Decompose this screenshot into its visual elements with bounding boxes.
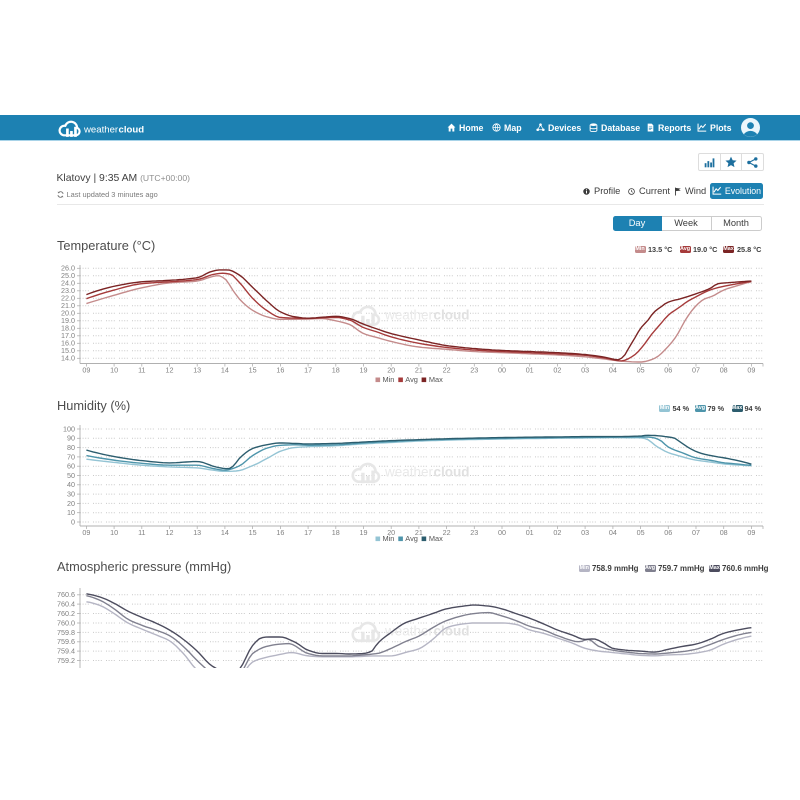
svg-text:25.0: 25.0 xyxy=(61,271,75,280)
svg-text:26.0: 26.0 xyxy=(61,264,75,273)
svg-text:02: 02 xyxy=(553,528,561,537)
svg-text:13: 13 xyxy=(193,528,201,537)
svg-text:15.0: 15.0 xyxy=(61,346,75,355)
svg-text:02: 02 xyxy=(553,366,561,375)
svg-text:23: 23 xyxy=(470,366,478,375)
svg-text:760.2: 760.2 xyxy=(57,609,75,618)
svg-text:759.8: 759.8 xyxy=(57,628,75,637)
svg-text:22: 22 xyxy=(443,528,451,537)
svg-text:22.0: 22.0 xyxy=(61,294,75,303)
svg-text:Max: Max xyxy=(429,375,443,384)
svg-text:cloud: cloud xyxy=(119,124,145,135)
svg-text:12: 12 xyxy=(166,528,174,537)
svg-text:17: 17 xyxy=(304,366,312,375)
svg-text:21: 21 xyxy=(415,366,423,375)
svg-text:11: 11 xyxy=(138,528,145,537)
svg-text:13: 13 xyxy=(193,366,201,375)
svg-text:10: 10 xyxy=(67,508,75,517)
svg-text:18.0: 18.0 xyxy=(61,324,75,333)
svg-text:90: 90 xyxy=(67,434,75,443)
svg-text:Min: Min xyxy=(383,534,395,543)
svg-text:03: 03 xyxy=(581,528,589,537)
svg-text:cloud: cloud xyxy=(434,624,470,639)
svg-text:40: 40 xyxy=(67,480,75,489)
svg-text:16.0: 16.0 xyxy=(61,339,75,348)
svg-text:24.0: 24.0 xyxy=(61,279,75,288)
svg-text:Min: Min xyxy=(383,375,395,384)
svg-text:cloud: cloud xyxy=(434,308,470,323)
svg-text:21.0: 21.0 xyxy=(61,301,75,310)
svg-text:21: 21 xyxy=(415,528,423,537)
svg-text:08: 08 xyxy=(720,366,728,375)
svg-text:01: 01 xyxy=(526,366,534,375)
svg-text:60: 60 xyxy=(67,462,75,471)
svg-text:01: 01 xyxy=(526,528,534,537)
svg-text:cloud: cloud xyxy=(434,465,470,480)
svg-text:50: 50 xyxy=(67,471,75,480)
svg-text:16: 16 xyxy=(276,528,284,537)
svg-text:30: 30 xyxy=(67,490,75,499)
svg-text:weather: weather xyxy=(384,308,434,323)
svg-text:760.0: 760.0 xyxy=(57,618,75,627)
svg-text:Avg: Avg xyxy=(405,375,418,384)
svg-text:weather: weather xyxy=(83,124,119,135)
svg-text:80: 80 xyxy=(67,443,75,452)
svg-text:760.6: 760.6 xyxy=(57,590,75,599)
svg-text:100: 100 xyxy=(63,424,75,433)
svg-text:14: 14 xyxy=(221,366,229,375)
svg-text:06: 06 xyxy=(664,366,672,375)
svg-text:15: 15 xyxy=(249,528,257,537)
svg-text:03: 03 xyxy=(581,366,589,375)
svg-text:09: 09 xyxy=(747,528,755,537)
svg-text:0: 0 xyxy=(71,517,75,526)
svg-text:10: 10 xyxy=(110,366,118,375)
svg-text:06: 06 xyxy=(664,528,672,537)
svg-text:Max: Max xyxy=(429,534,443,543)
svg-text:17.0: 17.0 xyxy=(61,331,75,340)
svg-text:09: 09 xyxy=(82,366,90,375)
svg-text:07: 07 xyxy=(692,528,700,537)
svg-text:17: 17 xyxy=(304,528,312,537)
svg-text:18: 18 xyxy=(332,366,340,375)
svg-text:20: 20 xyxy=(387,366,395,375)
svg-text:11: 11 xyxy=(138,366,145,375)
svg-text:04: 04 xyxy=(609,366,617,375)
svg-text:04: 04 xyxy=(609,528,617,537)
svg-text:23.0: 23.0 xyxy=(61,286,75,295)
svg-text:12: 12 xyxy=(166,366,174,375)
svg-text:19.0: 19.0 xyxy=(61,316,75,325)
svg-text:00: 00 xyxy=(498,366,506,375)
svg-text:22: 22 xyxy=(443,366,451,375)
svg-text:07: 07 xyxy=(692,366,700,375)
svg-text:23: 23 xyxy=(470,528,478,537)
svg-text:20: 20 xyxy=(67,499,75,508)
svg-text:18: 18 xyxy=(332,528,340,537)
svg-text:09: 09 xyxy=(747,366,755,375)
svg-text:15: 15 xyxy=(249,366,257,375)
svg-text:Avg: Avg xyxy=(405,534,418,543)
svg-text:00: 00 xyxy=(498,528,506,537)
svg-text:09: 09 xyxy=(82,528,90,537)
svg-text:14.0: 14.0 xyxy=(61,354,75,363)
svg-text:759.6: 759.6 xyxy=(57,637,75,646)
svg-text:05: 05 xyxy=(637,528,645,537)
svg-text:20.0: 20.0 xyxy=(61,309,75,318)
svg-text:14: 14 xyxy=(221,528,229,537)
svg-text:05: 05 xyxy=(637,366,645,375)
svg-text:19: 19 xyxy=(360,528,368,537)
svg-text:10: 10 xyxy=(110,528,118,537)
svg-text:760.4: 760.4 xyxy=(57,600,75,609)
svg-text:08: 08 xyxy=(720,528,728,537)
svg-text:759.4: 759.4 xyxy=(57,647,75,656)
svg-text:20: 20 xyxy=(387,528,395,537)
svg-text:weather: weather xyxy=(384,465,434,480)
svg-text:70: 70 xyxy=(67,452,75,461)
svg-text:759.2: 759.2 xyxy=(57,656,75,665)
svg-text:16: 16 xyxy=(276,366,284,375)
svg-text:19: 19 xyxy=(360,366,368,375)
